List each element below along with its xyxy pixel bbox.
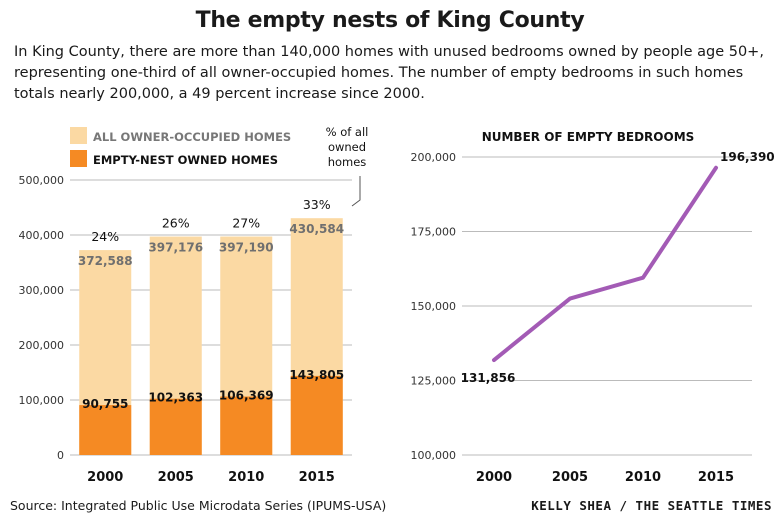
bar-y-tick-label: 200,000 (19, 339, 65, 352)
line-x-tick-label: 2005 (552, 470, 588, 485)
line-y-tick-label: 200,000 (411, 151, 457, 164)
bar-y-tick-label: 100,000 (19, 394, 65, 407)
bar-empty-nest (79, 405, 132, 455)
bar-value-label-empty-nest: 143,805 (289, 368, 344, 382)
bar-percent-label: 26% (162, 216, 190, 231)
bar-y-tick-label: 0 (57, 449, 64, 462)
bar-value-label-empty-nest: 102,363 (148, 391, 203, 405)
line-y-tick-label: 175,000 (411, 226, 457, 239)
line-y-tick-label: 100,000 (411, 449, 457, 462)
line-x-tick-label: 2010 (625, 470, 661, 485)
bar-percent-label: 27% (232, 216, 260, 231)
bar-x-tick-label: 2000 (87, 470, 123, 485)
legend-swatch-empty-nest (70, 150, 87, 167)
line-x-tick-label: 2000 (476, 470, 512, 485)
bar-value-label-all-homes: 397,190 (219, 241, 274, 255)
legend-swatch-all-homes (70, 127, 87, 144)
legend-label-empty-nest: EMPTY-NEST OWNED HOMES (93, 153, 278, 167)
source-note: Source: Integrated Public Use Microdata … (10, 498, 387, 513)
chart-title: The empty nests of King County (195, 8, 585, 33)
bar-percent-label: 33% (303, 197, 331, 212)
line-series-empty-bedrooms (492, 165, 718, 363)
bar-value-label-empty-nest: 90,755 (82, 397, 128, 411)
bar-value-label-all-homes: 430,584 (289, 222, 344, 236)
line-value-label-first: 131,856 (461, 371, 516, 385)
bar-percent-label: 24% (91, 229, 119, 244)
line-x-tick-label: 2015 (698, 470, 734, 485)
bar-value-label-empty-nest: 106,369 (219, 388, 274, 402)
bar-y-tick-label: 500,000 (19, 174, 65, 187)
annotation-percent-owned: % of all (326, 125, 369, 139)
bar-empty-nest (220, 396, 273, 455)
legend-label-all-homes: ALL OWNER-OCCUPIED HOMES (93, 130, 291, 144)
bar-x-tick-label: 2005 (158, 470, 194, 485)
line-chart-title: NUMBER OF EMPTY BEDROOMS (482, 130, 695, 144)
line-y-tick-label: 150,000 (411, 300, 457, 313)
annotation-percent-owned: homes (328, 155, 367, 169)
credit-line: KELLY SHEA / THE SEATTLE TIMES (531, 498, 772, 513)
line-y-tick-label: 125,000 (411, 375, 457, 388)
bar-x-tick-label: 2010 (228, 470, 264, 485)
annotation-leader-line (351, 176, 361, 207)
chart-subtitle: In King County, there are more than 140,… (14, 44, 764, 102)
bar-empty-nest (290, 375, 343, 455)
line-value-label-last: 196,390 (720, 150, 775, 164)
bar-y-tick-label: 300,000 (19, 284, 65, 297)
bar-empty-nest (149, 398, 202, 455)
bar-value-label-all-homes: 397,176 (148, 241, 203, 255)
bar-y-tick-label: 400,000 (19, 229, 65, 242)
bar-x-tick-label: 2015 (299, 470, 335, 485)
annotation-percent-owned: owned (328, 140, 366, 154)
bar-value-label-all-homes: 372,588 (78, 254, 133, 268)
